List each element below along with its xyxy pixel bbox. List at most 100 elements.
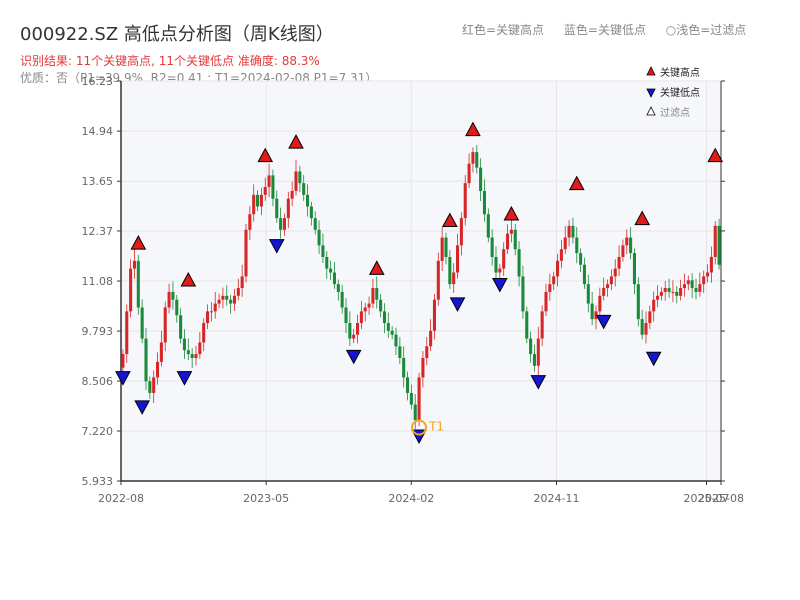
candle-body [140, 307, 144, 339]
y-tick-label: 16.23 [82, 75, 114, 88]
candle-body [448, 256, 452, 285]
candle-body [252, 194, 256, 215]
candle-body [532, 354, 536, 366]
candle-body [513, 229, 517, 250]
candle-body [175, 299, 179, 316]
result-summary: 识别结果: 11个关键高点, 11个关键低点 准确度: 88.3% [20, 54, 320, 68]
candle-body [463, 183, 467, 219]
candle-body [244, 229, 248, 277]
candle-body [313, 218, 317, 230]
candle-body [613, 268, 617, 277]
candle-body [317, 229, 321, 246]
candle-body [359, 311, 363, 324]
key-high-marker [503, 205, 520, 221]
candle-body [340, 291, 344, 308]
candle-body [502, 249, 506, 269]
candle-body [529, 338, 533, 355]
key-low-marker [115, 371, 131, 386]
candle-body [467, 163, 471, 184]
key-low-marker [492, 277, 508, 293]
candle-body [382, 311, 386, 324]
candle-body [225, 295, 229, 300]
candle-body [186, 350, 190, 355]
candle-body [602, 288, 606, 296]
key-high-marker [130, 235, 147, 250]
candle-body [552, 276, 556, 285]
candle-body [159, 342, 163, 362]
candle-body [679, 288, 683, 296]
candle-body [306, 194, 310, 207]
candle-body [182, 338, 186, 351]
candle-body [309, 206, 313, 219]
y-tick-label: 13.65 [82, 175, 114, 188]
candle-body [575, 237, 579, 254]
candle-body [156, 361, 160, 378]
candle-body [536, 338, 540, 366]
key-low-marker [134, 400, 150, 415]
key-low-marker [268, 239, 285, 254]
candle-body [221, 295, 225, 300]
candle-body [517, 249, 521, 277]
candle-body [544, 291, 548, 312]
candle-body [490, 237, 494, 257]
candle-body [548, 284, 552, 292]
candle-body [190, 354, 194, 358]
candle-body [263, 187, 267, 195]
candle-body [409, 392, 413, 405]
candle-body [671, 291, 675, 293]
candle-body [402, 357, 406, 378]
candle-body [379, 299, 383, 312]
candle-body [271, 175, 275, 199]
color-legend: 红色=关键高点 蓝色=关键低点 ○浅色=过滤点 [462, 21, 762, 38]
candle-body [632, 253, 636, 285]
candle-body [525, 311, 529, 339]
candle-body [198, 342, 202, 355]
candle-body [429, 330, 433, 347]
candle-body [482, 190, 486, 215]
candle-body [698, 284, 702, 292]
candle-body [344, 307, 348, 324]
candle-body [282, 218, 286, 230]
key-high-marker [442, 212, 458, 228]
candle-body [521, 276, 525, 312]
candle-body [386, 323, 390, 331]
t1-marker [411, 419, 428, 436]
candle-body [579, 253, 583, 265]
legend-high-label: 关键高点 [660, 66, 700, 79]
candle-body [559, 249, 563, 261]
candle-body [256, 194, 260, 207]
candle-body [444, 237, 448, 257]
key-low-marker [595, 314, 612, 330]
y-tick-label: 8.506 [82, 375, 114, 388]
candle-body [290, 190, 294, 199]
candle-body [394, 334, 398, 347]
x-tick-label: 2023-05 [243, 492, 289, 505]
key-low-marker [449, 297, 466, 312]
candle-body [556, 260, 560, 277]
page-title: 000922.SZ 高低点分析图（周K线图） [20, 24, 334, 45]
candle-body [302, 183, 306, 195]
candle-body [371, 288, 375, 304]
candle-body [294, 171, 298, 191]
candle-body [659, 291, 663, 296]
key-high-marker [288, 134, 304, 149]
candle-body [259, 194, 263, 207]
candle-body [336, 284, 340, 292]
candle-body [329, 268, 333, 273]
candle-body [148, 381, 152, 393]
candle-body [398, 346, 402, 358]
t1-label: T1 [428, 420, 444, 434]
candle-body [586, 284, 590, 304]
candle-body [617, 256, 621, 269]
candle-body [567, 225, 571, 238]
candle-body [563, 237, 567, 250]
candle-body [121, 354, 125, 368]
candle-body [286, 198, 290, 219]
candle-body [436, 260, 440, 300]
legend-low-label: 关键低点 [660, 86, 700, 99]
candle-body [644, 323, 648, 335]
legend-red-text: 红色=关键高点 [462, 23, 545, 37]
candle-body [598, 295, 602, 312]
candle-body [209, 311, 213, 313]
